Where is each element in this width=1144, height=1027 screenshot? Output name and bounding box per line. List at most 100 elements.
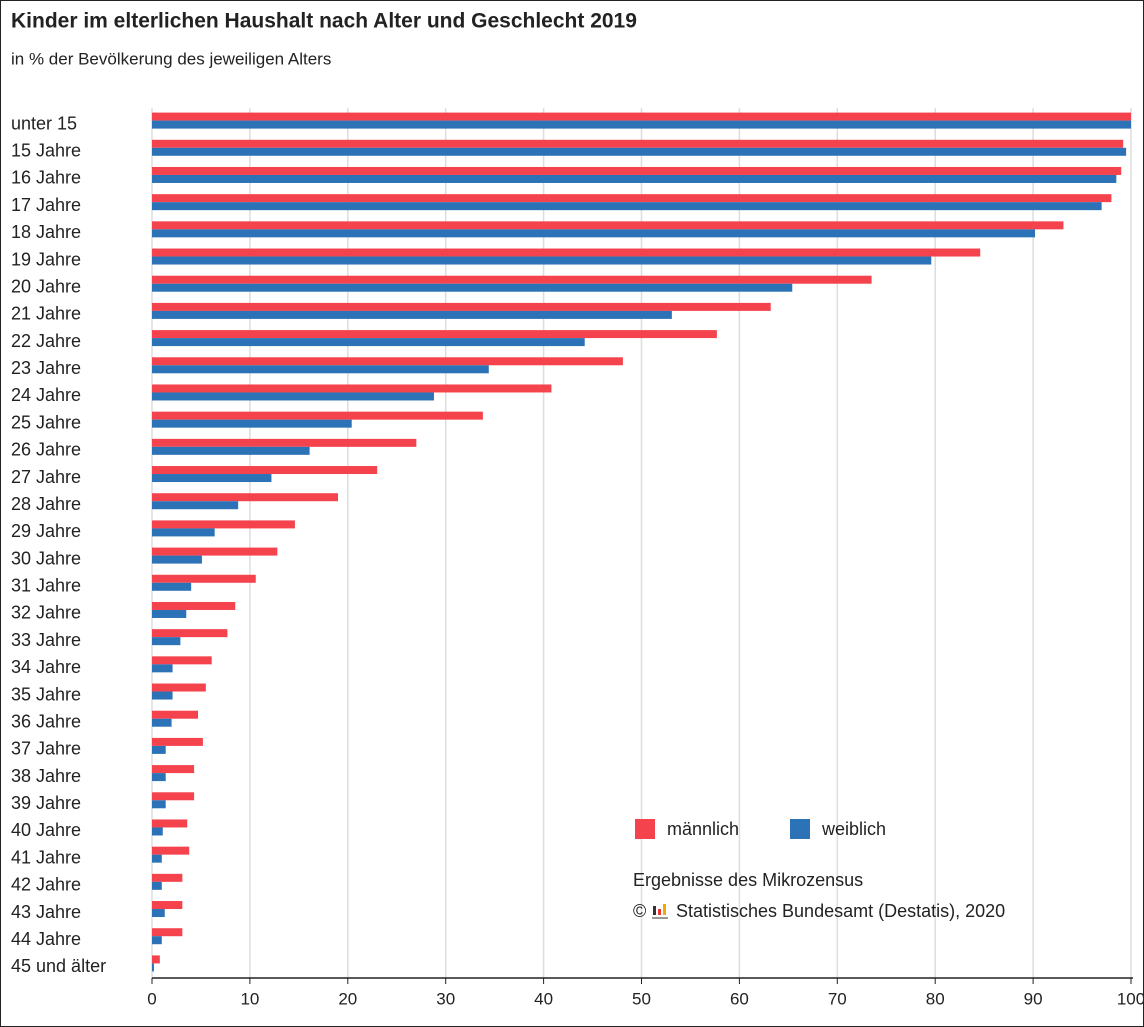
bar — [152, 501, 239, 510]
bar — [152, 846, 190, 855]
bars — [152, 112, 1131, 972]
x-tick-label: 20 — [338, 989, 357, 1008]
bar — [152, 691, 173, 700]
legend-label: männlich — [667, 819, 739, 839]
y-tick-label: 27 Jahre — [11, 467, 81, 487]
y-tick-label: 40 Jahre — [11, 820, 81, 840]
x-tick-label: 40 — [534, 989, 553, 1008]
y-tick-label: 22 Jahre — [11, 331, 81, 351]
y-tick-label: 20 Jahre — [11, 276, 81, 296]
legend-swatch — [790, 819, 810, 839]
bar — [152, 174, 1117, 183]
bar — [152, 283, 793, 292]
x-tick-label: 30 — [436, 989, 455, 1008]
bar — [152, 827, 163, 836]
legend-label: weiblich — [821, 819, 886, 839]
x-tick-label: 10 — [240, 989, 259, 1008]
y-tick-label: 32 Jahre — [11, 603, 81, 623]
bar — [152, 466, 378, 475]
bar — [152, 928, 183, 937]
y-tick-label: 21 Jahre — [11, 304, 81, 324]
bar — [152, 601, 236, 610]
bar — [152, 392, 434, 401]
y-tick-label: 23 Jahre — [11, 358, 81, 378]
bar — [152, 881, 162, 890]
bar — [152, 955, 160, 964]
legend-swatch — [635, 819, 655, 839]
bar — [152, 338, 585, 347]
y-tick-label: 25 Jahre — [11, 412, 81, 432]
bar — [152, 854, 162, 863]
y-tick-label: 30 Jahre — [11, 548, 81, 568]
y-tick-label: 19 Jahre — [11, 249, 81, 269]
chart-subtitle: in % der Bevölkerung des jeweiligen Alte… — [11, 49, 331, 68]
bar — [152, 765, 195, 774]
y-tick-label: 35 Jahre — [11, 684, 81, 704]
y-tick-label: 34 Jahre — [11, 657, 81, 677]
bar — [152, 275, 872, 284]
bar — [152, 637, 181, 646]
bar — [152, 574, 256, 583]
bar — [152, 901, 183, 910]
bar — [152, 384, 552, 393]
bar — [152, 745, 166, 754]
bar — [152, 302, 771, 311]
bar — [152, 609, 187, 618]
bar — [152, 120, 1131, 129]
bar — [152, 248, 981, 257]
x-tick-label: 0 — [147, 989, 156, 1008]
y-tick-label: 28 Jahre — [11, 494, 81, 514]
bar — [152, 792, 195, 801]
source: Statistisches Bundesamt (Destatis), 2020 — [676, 901, 1005, 921]
bar — [152, 819, 188, 828]
y-tick-label: 26 Jahre — [11, 440, 81, 460]
x-tick-label: 50 — [632, 989, 651, 1008]
y-tick-label: 17 Jahre — [11, 195, 81, 215]
bar — [152, 310, 672, 319]
bar — [152, 166, 1122, 175]
y-tick-label: 16 Jahre — [11, 168, 81, 188]
bar — [152, 112, 1131, 121]
x-tick-label: 90 — [1024, 989, 1043, 1008]
bar — [152, 139, 1124, 148]
y-tick-label: 41 Jahre — [11, 847, 81, 867]
y-tick-label: 15 Jahre — [11, 141, 81, 161]
bar — [152, 202, 1102, 211]
bar — [152, 528, 215, 537]
y-tick-label: 42 Jahre — [11, 875, 81, 895]
bar — [152, 656, 212, 665]
bar — [152, 800, 166, 809]
bar — [152, 520, 295, 529]
y-tick-label: 31 Jahre — [11, 576, 81, 596]
bar — [152, 411, 483, 420]
bar — [152, 773, 166, 782]
bar — [152, 221, 1064, 230]
y-tick-label: 18 Jahre — [11, 222, 81, 242]
chart-title: Kinder im elterlichen Haushalt nach Alte… — [11, 10, 637, 33]
bar — [152, 147, 1127, 156]
bar — [152, 493, 339, 502]
y-tick-label: 29 Jahre — [11, 521, 81, 541]
bar — [152, 194, 1112, 203]
x-tick-label: 80 — [926, 989, 945, 1008]
x-tick-label: 70 — [828, 989, 847, 1008]
y-tick-label: 39 Jahre — [11, 793, 81, 813]
y-tick-label: 36 Jahre — [11, 711, 81, 731]
bar — [152, 229, 1036, 238]
copyright: © — [633, 901, 646, 921]
bar — [152, 629, 228, 638]
note: Ergebnisse des Mikrozensus — [633, 870, 863, 890]
bar — [152, 664, 173, 673]
bar — [152, 936, 162, 945]
bar — [152, 737, 203, 746]
y-tick-label: 44 Jahre — [11, 929, 81, 949]
bar — [152, 909, 165, 918]
bar — [152, 357, 623, 366]
y-tick-label: 38 Jahre — [11, 766, 81, 786]
bar — [152, 330, 717, 339]
bar — [152, 446, 310, 455]
y-tick-label: unter 15 — [11, 113, 77, 133]
logo — [652, 904, 668, 919]
bar — [152, 963, 154, 972]
